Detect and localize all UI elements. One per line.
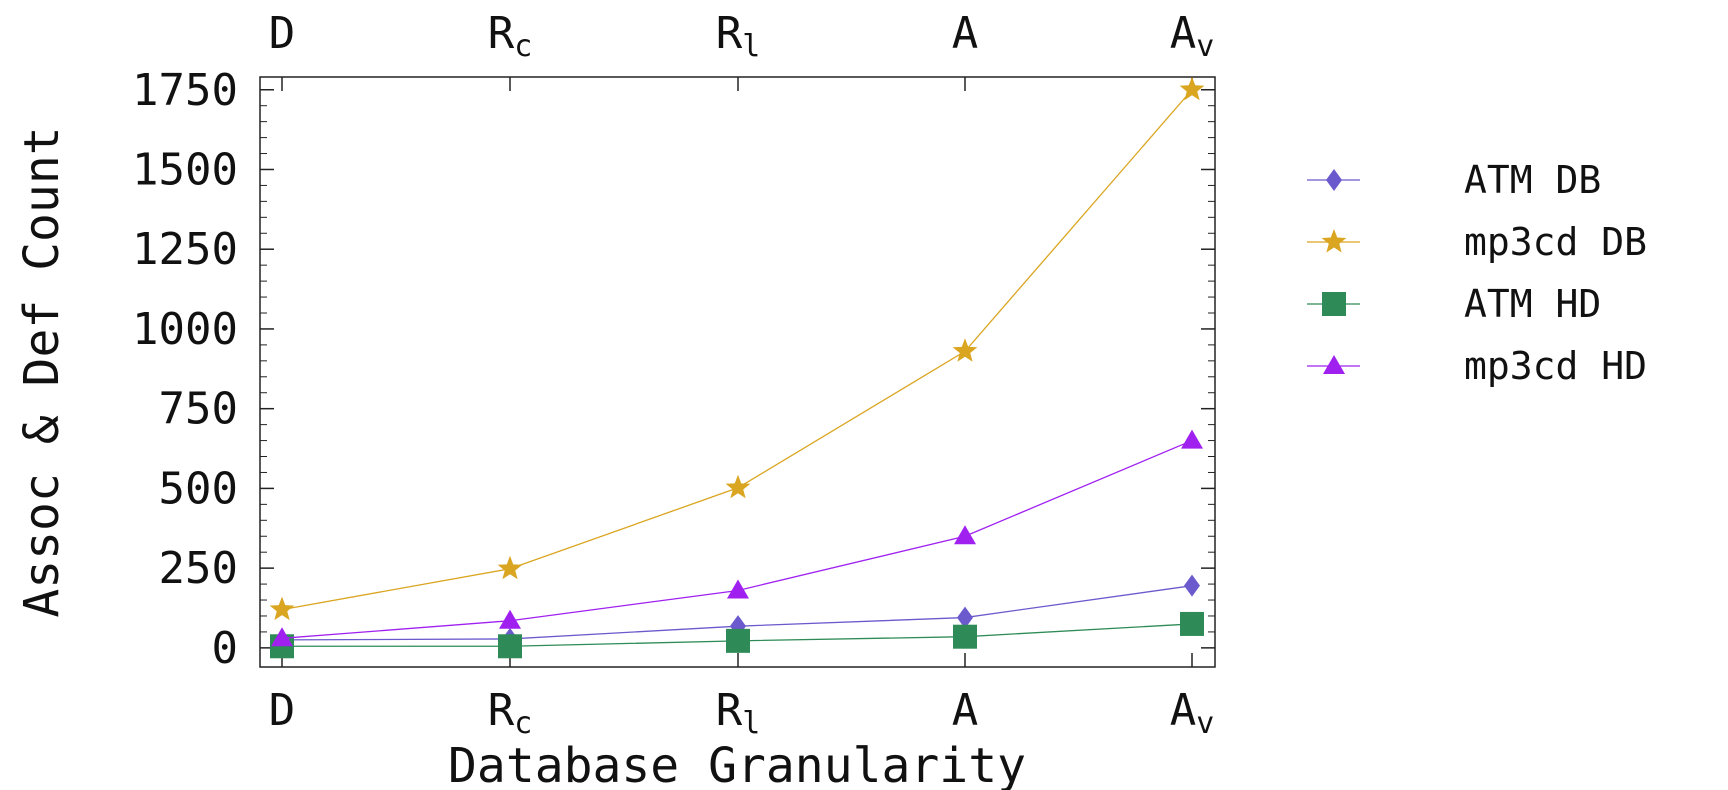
y-axis-title: Assoc & Def Count [14,126,70,617]
legend-label: ATM DB [1464,158,1601,202]
data-point [269,596,295,621]
series-layer [269,76,1205,659]
data-point [497,555,523,580]
data-point [1181,429,1203,449]
x-tick-label-top: A [952,8,979,59]
y-tick-label: 500 [159,463,238,514]
data-point [498,634,522,659]
legend-label: mp3cd HD [1464,344,1647,388]
y-tick-label: 1250 [132,224,238,275]
legend-label: ATM HD [1464,282,1601,326]
legend-item: ATM HD [1307,282,1601,326]
y-tick-label: 1750 [132,65,238,116]
series-line [281,439,1193,639]
series-mp3cd-hd [271,429,1203,647]
x-tick-label: D [269,685,296,736]
legend-item: ATM DB [1307,158,1601,202]
x-axis-title: Database Granularity [448,738,1026,790]
data-point [954,525,976,545]
legend-marker [1326,169,1342,191]
data-point [952,338,978,362]
legend-item: mp3cd DB [1307,220,1647,264]
x-tick-label-top: Av [1170,8,1215,64]
x-tick-label: Rl [716,685,761,741]
data-point [1179,76,1205,101]
y-tick-label: 1500 [132,144,238,195]
legend-item: mp3cd HD [1307,344,1647,388]
legend-marker [1321,229,1347,253]
y-tick-label: 750 [159,384,238,435]
plot-frame [259,76,1216,668]
x-tick-label: A [952,685,979,736]
axis-ticks [260,77,1215,667]
x-tick-label-top: Rl [716,8,761,64]
x-tick-label-top: Rc [488,8,533,64]
x-tick-labels: D Rc Rl A Av D Rc Rl A Av [269,8,1215,741]
data-point [727,579,749,599]
series-mp3cd-db [269,76,1205,621]
y-tick-label: 250 [159,543,238,594]
legend-marker [1323,355,1345,374]
data-point [1184,574,1200,597]
series-line [281,89,1193,611]
data-point [1180,611,1204,636]
x-tick-label-top: D [269,8,296,59]
y-tick-label: 1000 [132,304,238,355]
data-point [957,606,973,629]
y-tick-labels: 0 250 500 750 1000 1250 1500 1750 [132,65,238,674]
data-point [271,627,293,647]
x-tick-label: Rc [488,685,533,741]
data-point [726,628,750,653]
legend-label: mp3cd DB [1464,220,1647,264]
data-point [499,609,521,629]
legend-marker [1322,292,1346,316]
legend: ATM DB mp3cd DB ATM HD mp3cd HD [1307,158,1647,388]
data-point [953,624,977,649]
y-tick-label: 0 [212,623,239,674]
x-tick-label: Av [1170,685,1215,741]
data-point [725,474,751,499]
